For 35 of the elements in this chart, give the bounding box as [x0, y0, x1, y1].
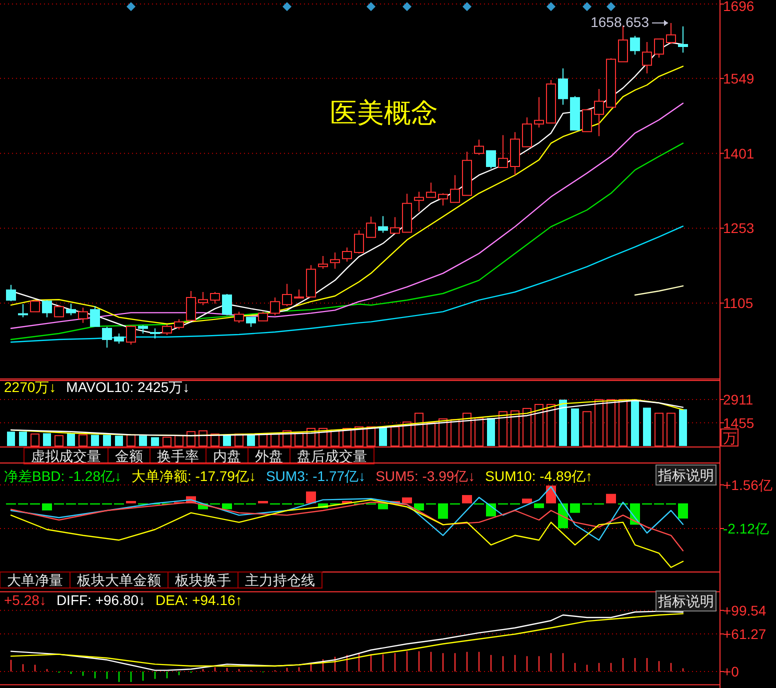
y-tick-label: 1401 [723, 145, 754, 162]
annotation: 外盘 [255, 448, 283, 464]
text: 主力持仓线 [245, 572, 315, 588]
text: MAVOL10: 2425万↓ [66, 379, 190, 395]
y-tick-label: 1696 [723, 0, 754, 14]
y-tick-label: 2911 [723, 391, 754, 408]
text: 板块大单金额 [76, 572, 161, 588]
annotation: 大单净额: -17.79亿↓ [131, 468, 256, 484]
annotation: 金额 [115, 448, 143, 464]
annotation: 换手率 [157, 448, 199, 464]
text: DIFF: +96.80↓ [56, 592, 146, 608]
y-tick-label: 1455 [723, 414, 754, 431]
text: 医美概念 [330, 98, 438, 128]
y-tick-label: -2.12亿 [723, 520, 769, 537]
text: 2270万↓ [4, 379, 56, 395]
y-axis-title: 万 [723, 430, 737, 446]
y-tick-label: 1105 [723, 295, 754, 312]
annotation: 指标说明 [657, 467, 714, 483]
y-tick-label: +99.54 [723, 602, 766, 618]
y-tick-label: +1.56亿 [723, 476, 772, 493]
text: DEA: +94.16↑ [156, 592, 242, 608]
series-label: 净差BBD: -1.28亿↓ [4, 468, 122, 484]
annotation: 内盘 [213, 448, 241, 464]
text: +5.28↓ [4, 592, 46, 608]
y-tick-label: +61.27 [723, 626, 766, 642]
annotation: 指标说明 [657, 593, 714, 609]
text: 板块换手 [174, 572, 231, 588]
series-label: SUM5: -3.99亿↓ [376, 468, 476, 484]
annotation: 1658.653 [590, 14, 650, 30]
text: SUM10: -4.89亿↑ [485, 468, 593, 484]
y-tick-label: +0 [723, 664, 740, 680]
y-tick-label: 1549 [723, 70, 754, 86]
series-label: SUM3: -1.77亿↓ [266, 468, 366, 484]
text: 大单净量 [7, 572, 63, 588]
y-tick-label: 1253 [723, 220, 754, 236]
